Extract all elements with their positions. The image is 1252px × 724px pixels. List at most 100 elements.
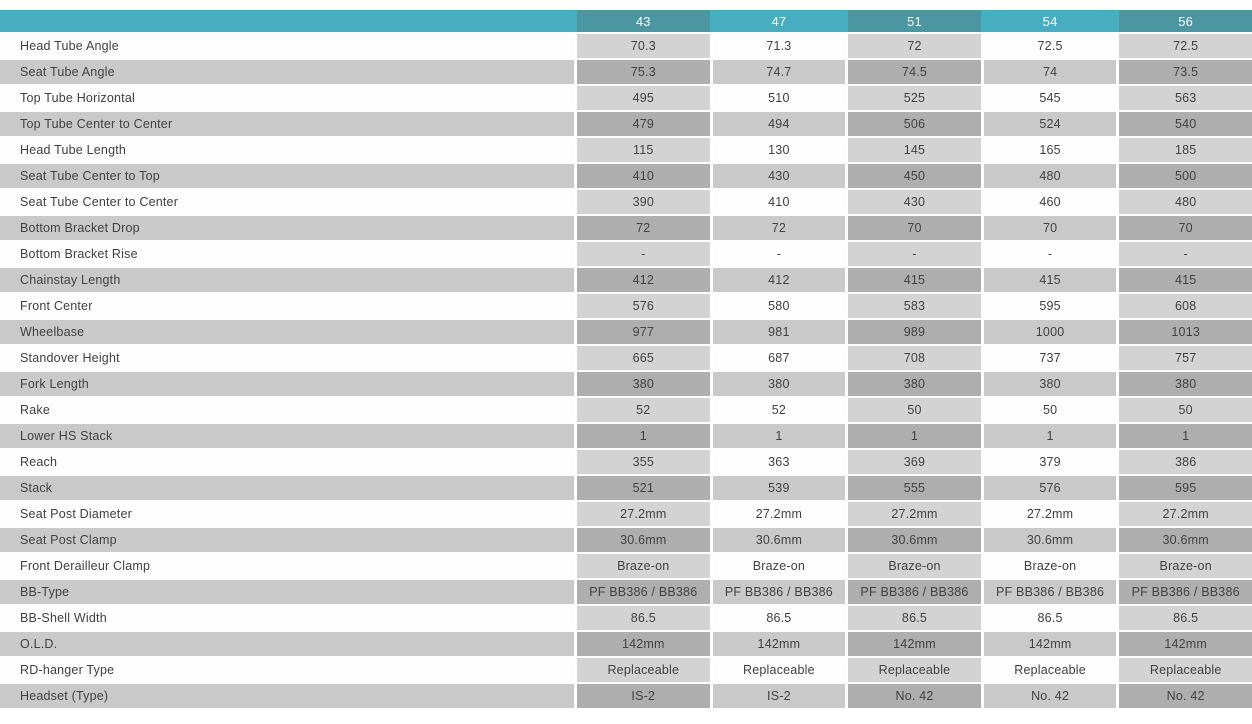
spec-value-cell: 450 <box>848 164 981 188</box>
spec-value-cell: 30.6mm <box>983 528 1117 552</box>
spec-value-cell: 71.3 <box>712 34 846 58</box>
spec-value-cell: 50 <box>848 398 981 422</box>
spec-value-cell: 115 <box>577 138 710 162</box>
size-column-header: 56 <box>1119 10 1252 32</box>
spec-value-cell: PF BB386 / BB386 <box>712 580 846 604</box>
row-label: Seat Tube Center to Top <box>0 164 574 188</box>
spec-value-cell: 390 <box>577 190 710 214</box>
spec-value-cell: 380 <box>983 372 1117 396</box>
spec-value-cell: 74.5 <box>848 60 981 84</box>
row-label: Fork Length <box>0 372 574 396</box>
spec-value-cell: 525 <box>848 86 981 110</box>
spec-value-cell: 369 <box>848 450 981 474</box>
table-row: BB-Shell Width 86.5 86.5 86.5 86.5 86.5 <box>0 606 1252 630</box>
size-column-header: 54 <box>1042 13 1058 29</box>
spec-value-cell: 576 <box>983 476 1117 500</box>
spec-value-cell: 1 <box>577 424 710 448</box>
spec-value-cell: 30.6mm <box>848 528 981 552</box>
spec-value-cell: 506 <box>848 112 981 136</box>
row-label: Seat Post Clamp <box>0 528 574 552</box>
spec-value-cell: 495 <box>577 86 710 110</box>
spec-value-cell: 72.5 <box>1119 34 1252 58</box>
table-row: Head Tube Length 115 130 145 165 185 <box>0 138 1252 162</box>
table-row: BB-Type PF BB386 / BB386 PF BB386 / BB386 P… <box>0 580 1252 604</box>
size-column-header: 51 <box>848 10 981 32</box>
table-row: Bottom Bracket Rise - - - - - <box>0 242 1252 266</box>
table-row: Seat Post Diameter 27.2mm 27.2mm 27.2mm 27.2… <box>0 502 1252 526</box>
row-label: Headset (Type) <box>0 684 574 708</box>
table-row: Stack 521 539 555 576 595 <box>0 476 1252 500</box>
spec-value-cell: 521 <box>577 476 710 500</box>
spec-value-cell: Replaceable <box>712 658 846 682</box>
spec-value-cell: - <box>577 242 710 266</box>
spec-value-cell: 185 <box>1119 138 1252 162</box>
spec-value-cell: 580 <box>712 294 846 318</box>
spec-value-cell: 72 <box>712 216 846 240</box>
spec-value-cell: 86.5 <box>1119 606 1252 630</box>
row-label: RD-hanger Type <box>0 658 574 682</box>
table-row: Chainstay Length 412 412 415 415 415 <box>0 268 1252 292</box>
row-label: Wheelbase <box>0 320 574 344</box>
spec-value-cell: IS-2 <box>577 684 710 708</box>
row-label: Top Tube Horizontal <box>0 86 574 110</box>
size-column-header: 47 <box>771 13 787 29</box>
spec-value-cell: No. 42 <box>1119 684 1252 708</box>
row-label: Front Center <box>0 294 574 318</box>
spec-value-cell: 708 <box>848 346 981 370</box>
spec-value-cell: 142mm <box>983 632 1117 656</box>
table-row: Front Center 576 580 583 595 608 <box>0 294 1252 318</box>
row-label: Standover Height <box>0 346 574 370</box>
spec-value-cell: 72.5 <box>983 34 1117 58</box>
spec-value-cell: 142mm <box>848 632 981 656</box>
table-header-row: 43 47 51 54 56 <box>0 10 1252 32</box>
spec-value-cell: 380 <box>848 372 981 396</box>
spec-value-cell: 27.2mm <box>577 502 710 526</box>
spec-value-cell: 410 <box>577 164 710 188</box>
spec-value-cell: 480 <box>983 164 1117 188</box>
row-label: Front Derailleur Clamp <box>0 554 574 578</box>
spec-value-cell: 27.2mm <box>1119 502 1252 526</box>
spec-value-cell: 539 <box>712 476 846 500</box>
spec-value-cell: 555 <box>848 476 981 500</box>
size-column-header: 43 <box>577 10 710 32</box>
table-row: Head Tube Angle 70.3 71.3 72 72.5 72.5 <box>0 34 1252 58</box>
spec-value-cell: 380 <box>577 372 710 396</box>
spec-value-cell: 52 <box>577 398 710 422</box>
table-row: Seat Tube Center to Top 410 430 450 480 500 <box>0 164 1252 188</box>
spec-value-cell: 494 <box>712 112 846 136</box>
row-label: Rake <box>0 398 574 422</box>
row-label: Reach <box>0 450 574 474</box>
row-label: Head Tube Angle <box>0 34 574 58</box>
spec-value-cell: 86.5 <box>983 606 1117 630</box>
spec-value-cell: 412 <box>712 268 846 292</box>
row-label: Lower HS Stack <box>0 424 574 448</box>
spec-value-cell: 981 <box>712 320 846 344</box>
table-row: Seat Tube Angle 75.3 74.7 74.5 74 73.5 <box>0 60 1252 84</box>
spec-value-cell: 130 <box>712 138 846 162</box>
spec-value-cell: 563 <box>1119 86 1252 110</box>
table-row: Seat Post Clamp 30.6mm 30.6mm 30.6mm 30.6mm 3… <box>0 528 1252 552</box>
spec-value-cell: 595 <box>1119 476 1252 500</box>
spec-value-cell: 500 <box>1119 164 1252 188</box>
spec-value-cell: - <box>1119 242 1252 266</box>
spec-value-cell: No. 42 <box>848 684 981 708</box>
spec-value-cell: PF BB386 / BB386 <box>983 580 1117 604</box>
spec-value-cell: 410 <box>712 190 846 214</box>
spec-value-cell: 27.2mm <box>983 502 1117 526</box>
spec-value-cell: 415 <box>1119 268 1252 292</box>
row-label: Stack <box>0 476 574 500</box>
spec-value-cell: 355 <box>577 450 710 474</box>
spec-value-cell: 72 <box>848 34 981 58</box>
spec-value-cell: 524 <box>983 112 1117 136</box>
table-row: Fork Length 380 380 380 380 380 <box>0 372 1252 396</box>
spec-value-cell: 1 <box>983 424 1117 448</box>
spec-value-cell: 142mm <box>1119 632 1252 656</box>
spec-value-cell: 70.3 <box>577 34 710 58</box>
spec-value-cell: 27.2mm <box>712 502 846 526</box>
spec-value-cell: 52 <box>712 398 846 422</box>
row-label: Seat Post Diameter <box>0 502 574 526</box>
spec-value-cell: 50 <box>1119 398 1252 422</box>
spec-value-cell: 608 <box>1119 294 1252 318</box>
spec-value-cell: 415 <box>848 268 981 292</box>
spec-value-cell: 165 <box>983 138 1117 162</box>
